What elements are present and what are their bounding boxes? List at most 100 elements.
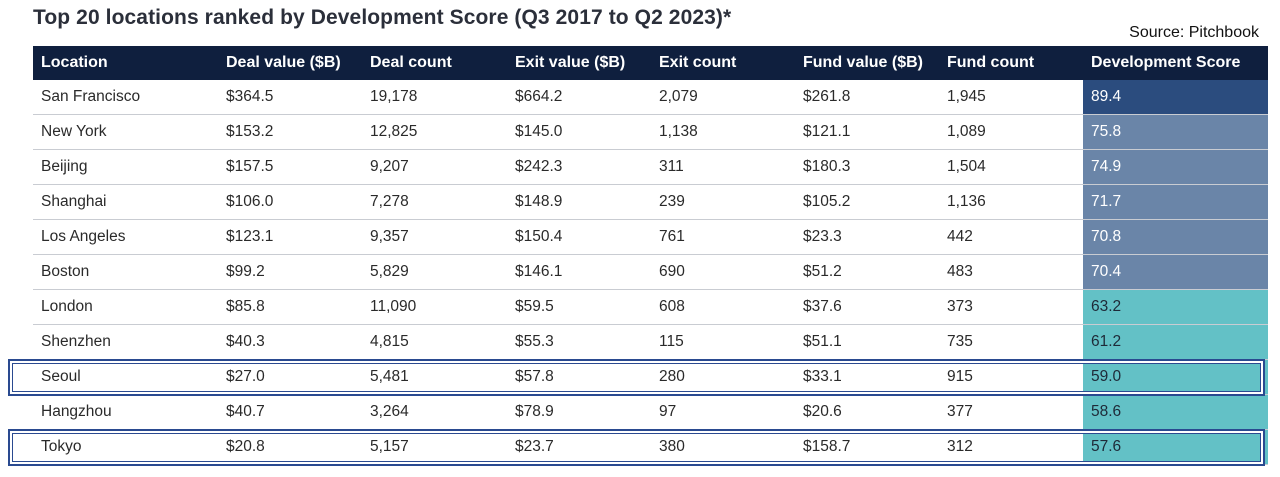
table-row: San Francisco $364.5 19,178 $664.2 2,079 $261… xyxy=(33,80,1268,115)
exit-count-cell: 1,138 xyxy=(651,114,795,150)
exit-count-cell: 115 xyxy=(651,324,795,360)
exit-count-cell: 239 xyxy=(651,184,795,220)
deal-count-cell: 5,157 xyxy=(362,429,507,465)
deal-value-cell: $85.8 xyxy=(218,289,362,325)
deal-count-cell: 5,481 xyxy=(362,359,507,395)
deal-count-cell: 19,178 xyxy=(362,80,507,115)
exit-count-cell: 761 xyxy=(651,219,795,255)
deal-count-cell: 9,207 xyxy=(362,149,507,185)
table-row: Hangzhou $40.7 3,264 $78.9 97 $20.6 377 58.6 xyxy=(33,394,1268,430)
location-cell: Shanghai xyxy=(33,184,218,220)
fund-count-cell: 483 xyxy=(939,254,1083,290)
table-row: Tokyo $20.8 5,157 $23.7 380 $158.7 312 57.6 xyxy=(33,429,1268,465)
column-header: Exit value ($B) xyxy=(507,46,651,80)
location-cell: Beijing xyxy=(33,149,218,185)
table-row: London $85.8 11,090 $59.5 608 $37.6 373 63.2 xyxy=(33,289,1268,325)
location-cell: Tokyo xyxy=(33,429,218,465)
development-score-cell: 75.8 xyxy=(1083,114,1268,150)
exit-value-cell: $59.5 xyxy=(507,289,651,325)
development-score-cell: 58.6 xyxy=(1083,394,1268,430)
location-cell: Hangzhou xyxy=(33,394,218,430)
fund-count-cell: 1,089 xyxy=(939,114,1083,150)
exit-count-cell: 608 xyxy=(651,289,795,325)
table-row: Shenzhen $40.3 4,815 $55.3 115 $51.1 735 61.2 xyxy=(33,324,1268,360)
deal-value-cell: $364.5 xyxy=(218,80,362,115)
development-score-cell: 63.2 xyxy=(1083,289,1268,325)
table-row: Los Angeles $123.1 9,357 $150.4 761 $23.3 442 7… xyxy=(33,219,1268,255)
exit-value-cell: $150.4 xyxy=(507,219,651,255)
development-score-cell: 61.2 xyxy=(1083,324,1268,360)
development-score-cell: 70.4 xyxy=(1083,254,1268,290)
development-score-cell: 74.9 xyxy=(1083,149,1268,185)
fund-count-cell: 1,136 xyxy=(939,184,1083,220)
column-header: Fund count xyxy=(939,46,1083,80)
deal-value-cell: $40.3 xyxy=(218,324,362,360)
deal-count-cell: 9,357 xyxy=(362,219,507,255)
development-score-cell: 70.8 xyxy=(1083,219,1268,255)
deal-value-cell: $20.8 xyxy=(218,429,362,465)
fund-count-cell: 915 xyxy=(939,359,1083,395)
deal-value-cell: $153.2 xyxy=(218,114,362,150)
deal-value-cell: $27.0 xyxy=(218,359,362,395)
exit-count-cell: 380 xyxy=(651,429,795,465)
column-header: Deal value ($B) xyxy=(218,46,362,80)
deal-value-cell: $157.5 xyxy=(218,149,362,185)
table-row: Shanghai $106.0 7,278 $148.9 239 $105.2 1,136 7… xyxy=(33,184,1268,220)
table-row: Seoul $27.0 5,481 $57.8 280 $33.1 915 59.0 xyxy=(33,359,1268,395)
exit-value-cell: $148.9 xyxy=(507,184,651,220)
exit-value-cell: $145.0 xyxy=(507,114,651,150)
fund-value-cell: $33.1 xyxy=(795,359,939,395)
deal-value-cell: $123.1 xyxy=(218,219,362,255)
exit-count-cell: 311 xyxy=(651,149,795,185)
development-score-cell: 57.6 xyxy=(1083,429,1268,465)
development-score-cell: 89.4 xyxy=(1083,80,1268,115)
fund-value-cell: $51.1 xyxy=(795,324,939,360)
column-header: Fund value ($B) xyxy=(795,46,939,80)
column-header: Deal count xyxy=(362,46,507,80)
column-header: Development Score xyxy=(1083,46,1268,80)
exit-count-cell: 97 xyxy=(651,394,795,430)
table-row: Boston $99.2 5,829 $146.1 690 $51.2 483 70.4 xyxy=(33,254,1268,290)
column-header: Exit count xyxy=(651,46,795,80)
exit-value-cell: $55.3 xyxy=(507,324,651,360)
chart-title: Top 20 locations ranked by Development S… xyxy=(33,6,732,29)
fund-value-cell: $23.3 xyxy=(795,219,939,255)
fund-count-cell: 312 xyxy=(939,429,1083,465)
exit-count-cell: 690 xyxy=(651,254,795,290)
fund-count-cell: 377 xyxy=(939,394,1083,430)
fund-count-cell: 1,504 xyxy=(939,149,1083,185)
exit-value-cell: $242.3 xyxy=(507,149,651,185)
deal-value-cell: $40.7 xyxy=(218,394,362,430)
fund-value-cell: $51.2 xyxy=(795,254,939,290)
exit-value-cell: $78.9 xyxy=(507,394,651,430)
table-row: New York $153.2 12,825 $145.0 1,138 $121.1 1,0… xyxy=(33,114,1268,150)
exit-count-cell: 280 xyxy=(651,359,795,395)
deal-value-cell: $106.0 xyxy=(218,184,362,220)
deal-count-cell: 4,815 xyxy=(362,324,507,360)
deal-count-cell: 12,825 xyxy=(362,114,507,150)
exit-count-cell: 2,079 xyxy=(651,80,795,115)
table-row: Beijing $157.5 9,207 $242.3 311 $180.3 1,504 74… xyxy=(33,149,1268,185)
fund-count-cell: 442 xyxy=(939,219,1083,255)
deal-count-cell: 7,278 xyxy=(362,184,507,220)
fund-value-cell: $180.3 xyxy=(795,149,939,185)
location-cell: Los Angeles xyxy=(33,219,218,255)
column-header: Location xyxy=(33,46,218,80)
exit-value-cell: $146.1 xyxy=(507,254,651,290)
fund-value-cell: $105.2 xyxy=(795,184,939,220)
deal-value-cell: $99.2 xyxy=(218,254,362,290)
fund-value-cell: $20.6 xyxy=(795,394,939,430)
exit-value-cell: $23.7 xyxy=(507,429,651,465)
exit-value-cell: $664.2 xyxy=(507,80,651,115)
location-cell: Shenzhen xyxy=(33,324,218,360)
exit-value-cell: $57.8 xyxy=(507,359,651,395)
header-row: Location Deal value ($B) Deal count Exit… xyxy=(33,46,1268,80)
fund-count-cell: 1,945 xyxy=(939,80,1083,115)
location-cell: San Francisco xyxy=(33,80,218,115)
fund-value-cell: $121.1 xyxy=(795,114,939,150)
deal-count-cell: 11,090 xyxy=(362,289,507,325)
development-score-cell: 71.7 xyxy=(1083,184,1268,220)
deal-count-cell: 3,264 xyxy=(362,394,507,430)
fund-value-cell: $158.7 xyxy=(795,429,939,465)
location-cell: Seoul xyxy=(33,359,218,395)
